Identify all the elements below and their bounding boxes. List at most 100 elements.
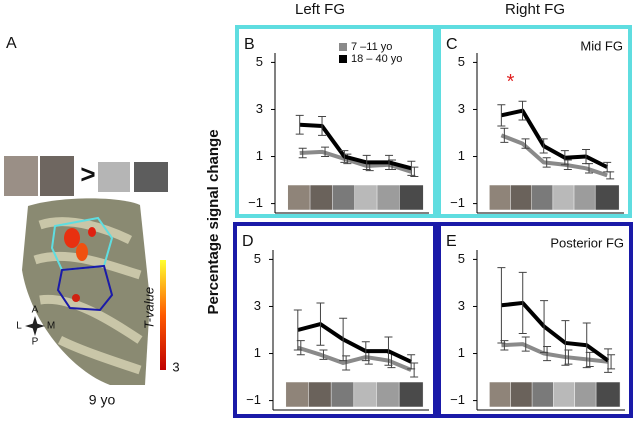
brain-surface (22, 198, 150, 385)
error-bar-line (362, 154, 371, 170)
panel-label: E (446, 233, 457, 250)
series-line (299, 122, 412, 171)
series-line (297, 322, 412, 364)
legend-label: 7 –11 yo (351, 41, 392, 53)
error-bar (604, 348, 613, 373)
error-bar (384, 336, 393, 366)
error-bar (500, 127, 509, 143)
activation (64, 228, 80, 248)
error-bar-line (542, 157, 551, 168)
colorbar (160, 260, 166, 370)
error-bar (539, 138, 548, 154)
error-bar (606, 171, 615, 180)
error-bar (316, 302, 325, 346)
error-bar-line (384, 336, 393, 366)
activation (88, 227, 96, 237)
stimulus-thumbnail (398, 381, 424, 408)
error-bar-line (407, 354, 416, 370)
error-bar (560, 150, 569, 166)
legend-swatch (339, 43, 347, 51)
y-tick-label: −1 (450, 392, 465, 407)
error-bar-line (298, 147, 307, 159)
error-bar-line (497, 267, 506, 344)
stimulus-thumbnail (489, 381, 514, 408)
stimulus-thumbnail (376, 381, 401, 408)
y-tick-label: 1 (254, 345, 261, 360)
stimulus-thumbnail (510, 184, 535, 211)
panel-frame (437, 222, 633, 418)
error-bar-line (518, 271, 527, 335)
error-bar-line (319, 349, 328, 360)
error-bar-line (340, 150, 349, 163)
object-thumbnail (98, 162, 130, 192)
error-bar (582, 322, 591, 369)
error-bar (540, 300, 549, 353)
series-line (501, 342, 609, 364)
compass: A P L M (16, 305, 55, 348)
series-line (299, 149, 412, 174)
panel: C Mid FG 5 3 1 −1 * (437, 25, 632, 218)
stimulus-thumbnail (354, 184, 379, 211)
error-bar-line (561, 320, 570, 366)
error-bar-line (539, 138, 548, 154)
error-bar-line (582, 322, 591, 369)
y-tick-label: −1 (450, 195, 465, 210)
panel-title: Posterior FG (550, 235, 624, 250)
panel-frame (233, 222, 437, 418)
error-bar-line (582, 148, 591, 165)
comparison-sign: > (80, 159, 95, 189)
y-tick-label: 1 (256, 148, 263, 163)
compass-label: A (32, 305, 39, 316)
error-bar (407, 160, 416, 176)
error-bar-line (318, 116, 327, 136)
error-bar-line (521, 336, 530, 352)
y-tick-label: −1 (248, 195, 263, 210)
stimulus-thumbnail (285, 381, 311, 408)
error-bar (497, 267, 506, 344)
column-title: Right FG (505, 1, 565, 18)
panel: D5 3 1 −1 (233, 222, 437, 418)
error-bar-line (540, 300, 549, 353)
error-bar (362, 154, 371, 170)
error-bar-line (407, 160, 416, 176)
error-bar-line (500, 127, 509, 143)
y-tick-label: 3 (458, 298, 465, 313)
stimulus-thumbnail (552, 184, 578, 211)
stimulus-thumbnail (573, 184, 599, 211)
series-line (500, 108, 609, 169)
error-bar (340, 150, 349, 163)
compass-label: M (47, 321, 55, 332)
panel-a: A > T-value 3 A P L M 9 yo (4, 35, 180, 408)
error-bar (603, 161, 612, 173)
legend-label: 18 – 40 yo (351, 53, 402, 65)
error-bar-line (497, 104, 506, 127)
error-bar-line (606, 171, 615, 180)
error-bar (321, 146, 330, 158)
panel-label: C (446, 36, 458, 53)
stimulus-thumbnail (399, 184, 424, 211)
y-tick-label: 5 (256, 54, 263, 69)
error-bar-line (385, 154, 394, 170)
error-bar (582, 148, 591, 165)
error-bar (518, 271, 527, 335)
error-bar-line (339, 317, 348, 362)
stimulus-thumbnail (376, 184, 402, 211)
panel: E Posterior FG 5 3 1 −1 (437, 222, 633, 418)
stimulus-thumbnail (309, 184, 335, 211)
stimulus-thumbnail (574, 381, 599, 408)
activation (72, 294, 80, 302)
error-bar-line (295, 114, 304, 135)
compass-label: L (16, 321, 22, 332)
series-line (501, 300, 610, 363)
y-tick-label: 5 (458, 54, 465, 69)
y-tick-label: 3 (458, 101, 465, 116)
error-bar-line (603, 161, 612, 173)
y-tick-label: 5 (458, 251, 465, 266)
compass-rose (25, 316, 45, 336)
error-bar-line (293, 309, 302, 351)
error-bar (319, 349, 328, 360)
stimulus-thumbnail (287, 184, 312, 211)
panel-label: A (6, 35, 17, 52)
stimulus-thumbnail (308, 381, 333, 408)
y-tick-label: 3 (254, 298, 261, 313)
